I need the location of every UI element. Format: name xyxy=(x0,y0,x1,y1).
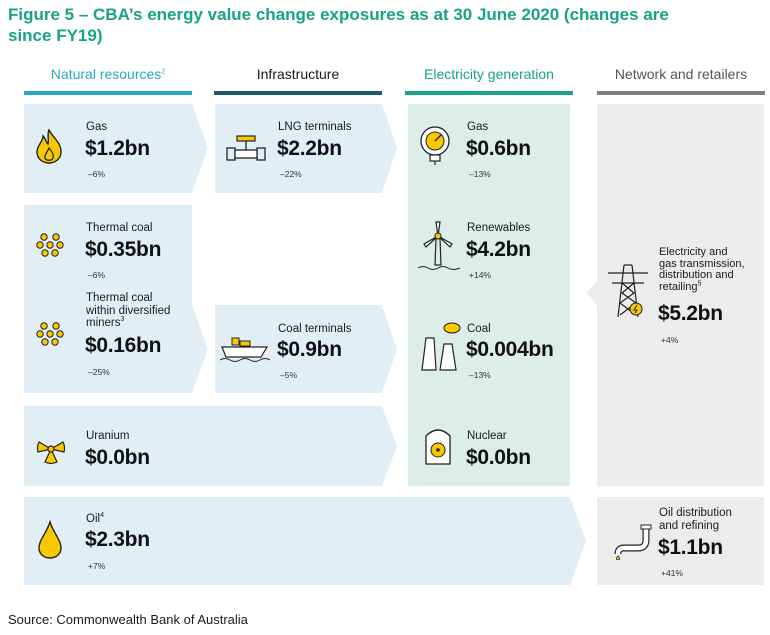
oil-distribution-change: +41% xyxy=(661,568,683,578)
oil-value: $2.3bn xyxy=(85,528,150,551)
panel-oil-distribution xyxy=(597,497,764,585)
diversified-miners-value: $0.16bn xyxy=(85,334,162,357)
diversified-miners-change: –25% xyxy=(88,367,110,377)
column-header-natural-resources: Natural resources2 xyxy=(50,66,166,82)
column-bar-natural-resources xyxy=(24,91,192,95)
oil-change: +7% xyxy=(88,561,106,571)
column-bar-infrastructure xyxy=(214,91,382,95)
gas-resources-change: –6% xyxy=(88,169,106,179)
gas-generation-change: –13% xyxy=(469,169,491,179)
column-bar-electricity-generation xyxy=(405,91,573,95)
wind-turbine-icon xyxy=(416,218,462,279)
thermal-coal-label: Thermal coal xyxy=(86,222,153,234)
coal-generation-label: Coal xyxy=(467,323,491,335)
radiation-icon xyxy=(35,434,67,469)
oil-distribution-label: Oil distribution and refining xyxy=(659,507,732,532)
nuclear-value: $0.0bn xyxy=(466,446,531,469)
panel-network-transmission xyxy=(587,104,764,486)
thermal-coal-value: $0.35bn xyxy=(85,238,162,261)
power-plant-icon xyxy=(418,320,462,377)
panel-coal-arrow xyxy=(192,305,208,393)
coal-terminals-change: –5% xyxy=(280,370,298,380)
panel-uranium xyxy=(24,406,397,486)
nuclear-reactor-icon xyxy=(423,426,453,471)
coal-terminals-value: $0.9bn xyxy=(277,338,342,361)
column-bar-network-retailers xyxy=(597,91,765,95)
panel-coal-terminals xyxy=(215,305,397,393)
oil-pipe-icon xyxy=(608,524,652,565)
panel-electricity-generation xyxy=(408,104,570,486)
transmission-tower-icon xyxy=(606,263,650,324)
column-header-network-retailers: Network and retailers xyxy=(614,66,748,82)
gas-generation-value: $0.6bn xyxy=(466,137,531,160)
gas-generation-label: Gas xyxy=(467,121,489,133)
source-note: Source: Commonwealth Bank of Australia xyxy=(8,612,248,627)
panel-lng-terminals xyxy=(215,104,397,193)
lng-terminals-label: LNG terminals xyxy=(278,121,352,133)
coal-pellets-icon xyxy=(36,321,64,352)
column-header-electricity-generation: Electricity generation xyxy=(424,66,554,82)
figure-title: Figure 5 – CBA’s energy value change exp… xyxy=(8,5,669,45)
panel-gas-resources xyxy=(24,104,208,193)
diversified-miners-label: Thermal coal within diversified miners3 xyxy=(86,292,171,329)
lng-terminals-change: –22% xyxy=(280,169,302,179)
coal-pellets-icon xyxy=(36,232,64,263)
coal-generation-change: –13% xyxy=(469,370,491,380)
renewables-label: Renewables xyxy=(467,222,531,234)
panel-oil xyxy=(24,497,586,585)
gas-gauge-icon xyxy=(418,124,452,171)
uranium-value: $0.0bn xyxy=(85,446,150,469)
gas-resources-value: $1.2bn xyxy=(85,137,150,160)
gas-resources-label: Gas xyxy=(86,121,108,133)
oil-drop-icon xyxy=(37,519,63,565)
uranium-label: Uranium xyxy=(86,430,130,442)
coal-generation-value: $0.004bn xyxy=(466,338,554,361)
flow-panels xyxy=(24,104,764,585)
transmission-change: +4% xyxy=(661,335,679,345)
oil-label: Oil4 xyxy=(86,512,104,525)
coal-terminals-label: Coal terminals xyxy=(278,323,352,335)
transmission-label: Electricity and gas transmission, distri… xyxy=(659,246,745,293)
ship-icon xyxy=(219,335,271,368)
thermal-coal-change: –6% xyxy=(88,270,106,280)
transmission-value: $5.2bn xyxy=(658,302,723,325)
column-header-infrastructure: Infrastructure xyxy=(256,66,340,82)
renewables-change: +14% xyxy=(469,270,491,280)
renewables-value: $4.2bn xyxy=(466,238,531,261)
panel-thermal-coal xyxy=(24,205,192,393)
lng-terminals-value: $2.2bn xyxy=(277,137,342,160)
flame-icon xyxy=(35,128,63,169)
nuclear-label: Nuclear xyxy=(467,430,507,442)
oil-distribution-value: $1.1bn xyxy=(658,536,723,559)
pipeline-valve-icon xyxy=(225,131,267,168)
